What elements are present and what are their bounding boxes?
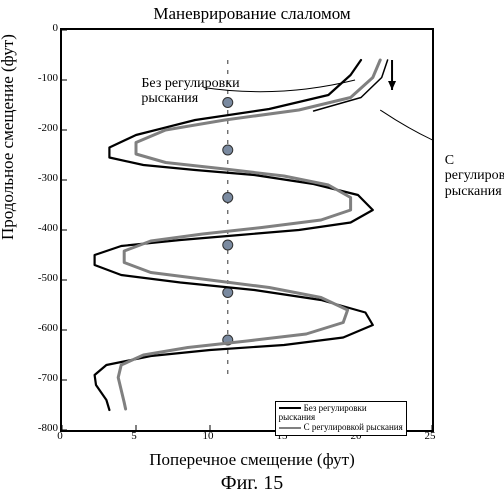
annot-with-control: С регулировкойрыскания bbox=[445, 153, 504, 199]
legend: Без регулировкирысканияС регулировкой ры… bbox=[275, 401, 407, 437]
y-tick: 0 bbox=[36, 22, 58, 34]
x-tick: 25 bbox=[425, 430, 436, 442]
y-tick: -300 bbox=[36, 172, 58, 184]
x-axis-label: Поперечное смещение (фут) bbox=[0, 450, 504, 470]
y-tick: -500 bbox=[36, 272, 58, 284]
annot-no-control: Без регулировкирыскания bbox=[141, 76, 239, 107]
y-tick: -800 bbox=[36, 422, 58, 434]
plot-area bbox=[60, 28, 434, 432]
y-tick: -100 bbox=[36, 72, 58, 84]
x-tick: 0 bbox=[57, 430, 63, 442]
y-tick: -200 bbox=[36, 122, 58, 134]
y-axis-label: Продольное смещение (фут) bbox=[0, 34, 18, 240]
y-tick: -700 bbox=[36, 372, 58, 384]
y-tick: -600 bbox=[36, 322, 58, 334]
figure-label: Фиг. 15 bbox=[0, 472, 504, 495]
x-tick: 5 bbox=[131, 430, 137, 442]
y-tick: -400 bbox=[36, 222, 58, 234]
chart-title: Маневрирование слаломом bbox=[0, 4, 504, 24]
x-tick: 10 bbox=[203, 430, 214, 442]
chart-svg bbox=[62, 30, 432, 430]
